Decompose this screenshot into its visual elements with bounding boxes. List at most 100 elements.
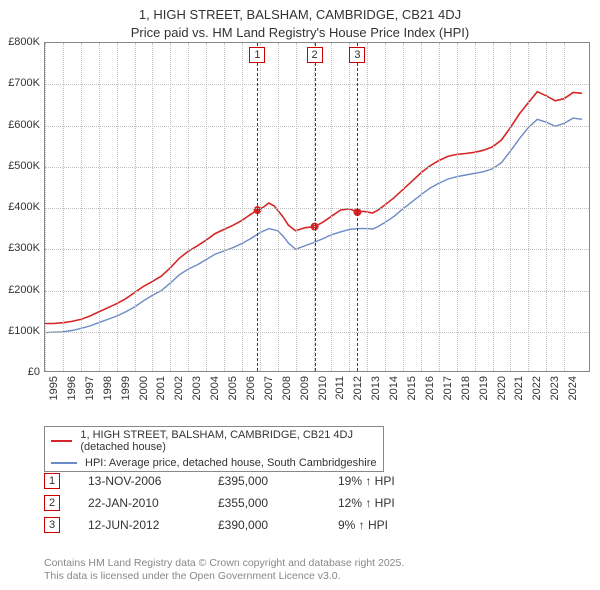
x-axis-labels: 1995 1996 1997 1998 1999 2000 2001 2002 2003 2004…	[44, 376, 590, 422]
gridline-vertical	[367, 43, 368, 371]
gridline-vertical	[510, 43, 511, 371]
x-axis-tick-label: 2015	[406, 376, 418, 400]
sale-table: 1 13-NOV-2006£395,00019% ↑ HPI 2 22-JAN-201…	[44, 470, 398, 536]
gridline-vertical	[117, 43, 118, 371]
x-axis-tick-label: 2009	[299, 376, 311, 400]
x-axis-tick-label: 2007	[263, 376, 275, 400]
gridline-vertical	[421, 43, 422, 371]
legend-label: HPI: Average price, detached house, Sout…	[85, 457, 376, 469]
y-axis-tick-label: £400K	[8, 201, 40, 213]
gridline-vertical	[403, 43, 404, 371]
x-axis-tick-label: 2001	[155, 376, 167, 400]
title-line-2: Price paid vs. HM Land Registry's House …	[0, 24, 600, 42]
legend-swatch	[51, 440, 72, 442]
gridline-horizontal	[45, 167, 589, 168]
legend-label: 1, HIGH STREET, BALSHAM, CAMBRIDGE, CB21…	[80, 429, 377, 453]
sale-index-box: 1	[44, 473, 60, 489]
x-axis-tick-label: 2012	[352, 376, 364, 400]
chart-area: £0£100K£200K£300K£400K£500K£600K£700K£80…	[0, 42, 600, 422]
y-axis-tick-label: £300K	[8, 242, 40, 254]
x-axis-tick-label: 2011	[334, 376, 346, 400]
x-axis-tick-label: 2017	[442, 376, 454, 400]
sale-marker-box: 3	[349, 47, 365, 63]
x-axis-tick-label: 2020	[496, 376, 508, 400]
gridline-vertical	[457, 43, 458, 371]
x-axis-tick-label: 2003	[191, 376, 203, 400]
y-axis-tick-label: £700K	[8, 77, 40, 89]
legend-row: HPI: Average price, detached house, Sout…	[45, 455, 383, 471]
sale-date: 13-NOV-2006	[88, 474, 218, 488]
gridline-vertical	[296, 43, 297, 371]
x-axis-tick-label: 2005	[227, 376, 239, 400]
x-axis-tick-label: 1995	[48, 376, 60, 400]
gridline-vertical	[260, 43, 261, 371]
y-axis-tick-label: £0	[28, 366, 40, 378]
gridline-vertical	[170, 43, 171, 371]
x-axis-tick-label: 1996	[66, 376, 78, 400]
gridline-vertical	[188, 43, 189, 371]
gridline-vertical	[63, 43, 64, 371]
y-axis-tick-label: £200K	[8, 284, 40, 296]
sale-row: 312-JUN-2012£390,0009% ↑ HPI	[44, 514, 398, 536]
x-axis-tick-label: 2000	[138, 376, 150, 400]
x-axis-tick-label: 2010	[317, 376, 329, 400]
gridline-vertical	[349, 43, 350, 371]
sale-date: 12-JUN-2012	[88, 518, 218, 532]
legend: 1, HIGH STREET, BALSHAM, CAMBRIDGE, CB21…	[44, 426, 384, 472]
y-axis-labels: £0£100K£200K£300K£400K£500K£600K£700K£80…	[0, 42, 42, 372]
sale-marker-line	[315, 43, 316, 371]
x-axis-tick-label: 1999	[120, 376, 132, 400]
chart-title: 1, HIGH STREET, BALSHAM, CAMBRIDGE, CB21…	[0, 0, 600, 41]
gridline-vertical	[493, 43, 494, 371]
sale-gap: 9% ↑ HPI	[338, 518, 398, 532]
sale-marker-line	[357, 43, 358, 371]
sale-index-box: 2	[44, 495, 60, 511]
title-line-1: 1, HIGH STREET, BALSHAM, CAMBRIDGE, CB21…	[0, 6, 600, 24]
plot-area: 1 2 3	[44, 42, 590, 372]
x-axis-tick-label: 2004	[209, 376, 221, 400]
gridline-horizontal	[45, 249, 589, 250]
sale-row: 1 13-NOV-2006£395,00019% ↑ HPI	[44, 470, 398, 492]
gridline-vertical	[206, 43, 207, 371]
sale-marker-box: 2	[307, 47, 323, 63]
gridline-vertical	[242, 43, 243, 371]
x-axis-tick-label: 1998	[102, 376, 114, 400]
sale-gap: 12% ↑ HPI	[338, 496, 398, 510]
gridline-vertical	[439, 43, 440, 371]
gridline-horizontal	[45, 332, 589, 333]
gridline-horizontal	[45, 291, 589, 292]
gridline-vertical	[45, 43, 46, 371]
sale-date: 22-JAN-2010	[88, 496, 218, 510]
sale-marker-box: 1	[249, 47, 265, 63]
gridline-horizontal	[45, 126, 589, 127]
gridline-horizontal	[45, 84, 589, 85]
sale-price: £355,000	[218, 496, 338, 510]
x-axis-tick-label: 2021	[513, 376, 525, 400]
sale-gap: 19% ↑ HPI	[338, 474, 398, 488]
sale-price: £390,000	[218, 518, 338, 532]
gridline-vertical	[224, 43, 225, 371]
gridline-vertical	[475, 43, 476, 371]
sale-row: 2 22-JAN-2010£355,00012% ↑ HPI	[44, 492, 398, 514]
footer-text: Contains HM Land Registry data © Crown c…	[44, 557, 404, 584]
gridline-vertical	[135, 43, 136, 371]
x-axis-tick-label: 1997	[84, 376, 96, 400]
x-axis-tick-label: 2016	[424, 376, 436, 400]
sale-marker-line	[257, 43, 258, 371]
gridline-vertical	[331, 43, 332, 371]
x-axis-tick-label: 2024	[567, 376, 579, 400]
x-axis-tick-label: 2013	[370, 376, 382, 400]
gridline-vertical	[528, 43, 529, 371]
gridline-vertical	[564, 43, 565, 371]
sale-price: £395,000	[218, 474, 338, 488]
y-axis-tick-label: £800K	[8, 36, 40, 48]
y-axis-tick-label: £100K	[8, 325, 40, 337]
chart-container: 1, HIGH STREET, BALSHAM, CAMBRIDGE, CB21…	[0, 0, 600, 590]
gridline-vertical	[152, 43, 153, 371]
y-axis-tick-label: £500K	[8, 160, 40, 172]
gridline-vertical	[278, 43, 279, 371]
x-axis-tick-label: 2006	[245, 376, 257, 400]
footer-line-2: This data is licensed under the Open Gov…	[44, 570, 404, 584]
x-axis-tick-label: 2002	[173, 376, 185, 400]
legend-row: 1, HIGH STREET, BALSHAM, CAMBRIDGE, CB21…	[45, 427, 383, 455]
